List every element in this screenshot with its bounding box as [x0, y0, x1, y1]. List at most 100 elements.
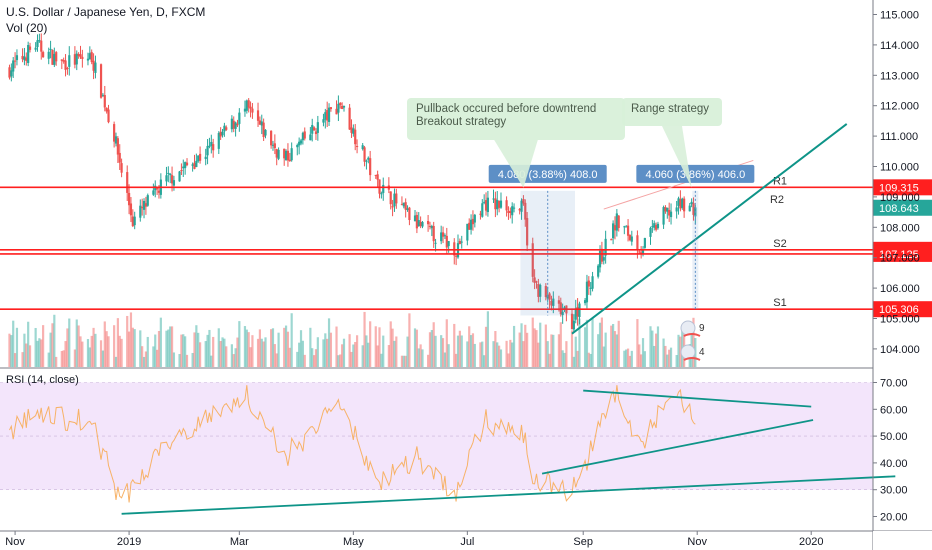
r2-label: R2 — [770, 194, 784, 206]
volume-bar — [692, 317, 695, 367]
volume-bar — [456, 335, 460, 367]
volume-bar — [118, 335, 121, 367]
candle-body — [42, 52, 45, 58]
volume-bar — [520, 323, 523, 367]
volume-bar — [146, 336, 149, 367]
volume-bar — [193, 332, 196, 367]
volume-bar — [8, 333, 11, 367]
candle-body — [13, 60, 17, 62]
candle-body — [511, 206, 514, 216]
candle-body — [628, 235, 632, 241]
callout-pointer — [494, 140, 538, 188]
callout-text: Pullback occured before downtrend — [416, 103, 596, 115]
candle-body — [170, 175, 174, 184]
volume-bar — [479, 342, 482, 367]
candle-body — [630, 236, 633, 242]
level-name-R1: R1 — [773, 175, 787, 187]
candle-body — [107, 109, 110, 123]
candle-body — [636, 235, 639, 251]
volume-bar — [103, 321, 106, 367]
measure-label-1: 4.080 (3.88%) 408.0 — [498, 169, 598, 181]
candle-body — [204, 156, 207, 160]
candle-body — [133, 216, 136, 226]
volume-bar — [38, 338, 41, 367]
candle-body — [316, 122, 319, 133]
candle-body — [484, 200, 488, 211]
candle-body — [649, 227, 652, 237]
candle-body — [625, 226, 628, 228]
volume-bar — [428, 332, 432, 367]
volume-bar — [90, 335, 93, 367]
candle-body — [391, 206, 394, 208]
chart-title: U.S. Dollar / Japanese Yen, D, FXCM — [6, 5, 205, 19]
volume-bar — [339, 354, 342, 367]
candle-body — [114, 136, 118, 144]
price-tick-label: 109.000 — [880, 192, 920, 204]
volume-bar — [492, 341, 495, 367]
volume-bar — [600, 317, 604, 367]
volume-bar — [296, 351, 299, 367]
candle-body — [271, 144, 275, 146]
candle-body — [36, 40, 39, 48]
candle-body — [298, 141, 301, 146]
volume-bar — [598, 322, 602, 367]
price-tick-label: 107.000 — [880, 253, 920, 265]
volume-bar — [460, 335, 463, 367]
volume-bar — [73, 349, 76, 367]
candle-body — [77, 53, 80, 56]
volume-bar — [415, 329, 418, 367]
volume-bar — [430, 330, 433, 367]
volume-bar — [365, 335, 368, 367]
candle-body — [184, 162, 187, 169]
volume-bar — [402, 355, 405, 367]
event-ribbon-icon — [683, 357, 701, 361]
volume-bar — [572, 356, 575, 367]
volume-bar — [99, 340, 103, 367]
volume-bar — [355, 335, 359, 367]
volume-bar — [434, 335, 437, 367]
candle-body — [232, 120, 235, 129]
volume-bar — [184, 336, 187, 367]
volume-bar — [12, 320, 15, 367]
candle-body — [552, 298, 555, 306]
volume-bar — [662, 338, 665, 367]
rsi-trendline-rsi-support-line — [541, 419, 814, 475]
candle-body — [623, 226, 626, 228]
volume-bar — [335, 326, 338, 367]
volume-bar — [597, 334, 600, 367]
volume-bar — [548, 353, 551, 367]
volume-bar — [626, 348, 630, 367]
volume-bar — [570, 330, 574, 367]
volume-bar — [576, 350, 579, 367]
volume-bar — [447, 344, 450, 367]
candle-body — [557, 300, 561, 304]
volume-bar — [509, 339, 512, 367]
volume-bar — [170, 326, 174, 367]
volume-bar — [157, 330, 161, 367]
volume-bar — [34, 327, 37, 367]
candle-body — [641, 249, 645, 255]
volume-bar — [561, 350, 564, 367]
candle-body — [311, 125, 314, 134]
candle-body — [367, 157, 370, 160]
candle-body — [249, 106, 252, 109]
volume-bar — [283, 327, 286, 367]
volume-bar — [539, 322, 542, 367]
candle-body — [53, 53, 56, 65]
volume-bar — [531, 317, 534, 367]
candle-body — [103, 95, 106, 108]
volume-bar — [484, 326, 488, 367]
level-value-S2-lower: 107.125 — [879, 249, 919, 261]
candle-body — [277, 149, 280, 159]
candle-body — [247, 100, 250, 108]
volume-bar — [129, 312, 133, 367]
rsi-tick-label: 60.00 — [880, 404, 908, 416]
volume-bar — [432, 322, 435, 367]
volume-bar — [210, 355, 213, 367]
volume-bar — [51, 323, 54, 367]
volume-bar — [172, 352, 176, 367]
candle-body — [94, 62, 97, 73]
candle-body — [290, 148, 293, 161]
candle-body — [369, 158, 372, 176]
